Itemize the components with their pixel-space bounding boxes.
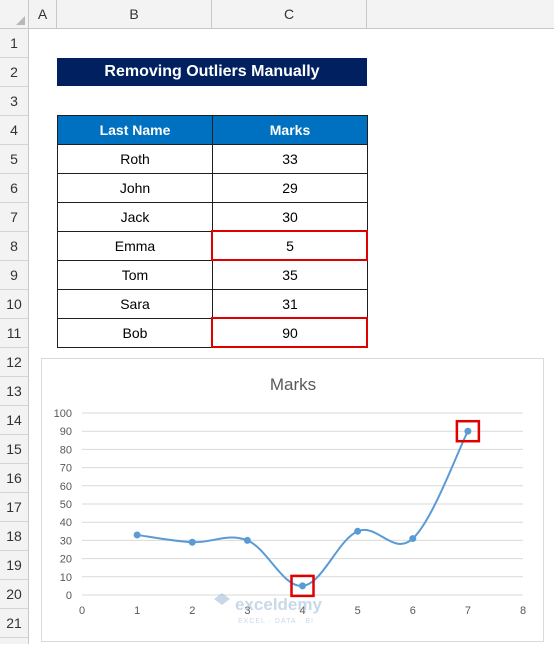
chart-svg: Marks 0 10 20 30 40 50 60 70 80 90 100 0 1 2 3 4 5 6 7 8 exce… — [54, 375, 526, 625]
cell-marks-john[interactable]: 29 — [212, 173, 368, 203]
row-header-12[interactable]: 12 — [0, 348, 28, 377]
y-tick-label-30: 30 — [60, 535, 72, 547]
row-header-17[interactable]: 17 — [0, 493, 28, 522]
cell-name-sara[interactable]: Sara — [57, 289, 213, 319]
data-point-7 — [464, 427, 472, 435]
column-header-a[interactable]: A — [29, 0, 57, 28]
cell-marks-jack[interactable]: 30 — [212, 202, 368, 232]
row-header-10[interactable]: 10 — [0, 290, 28, 319]
y-tick-label-50: 50 — [60, 499, 72, 511]
row-header-15[interactable]: 15 — [0, 435, 28, 464]
column-header-c[interactable]: C — [212, 0, 367, 28]
outlier-marker-7 — [455, 419, 481, 443]
row-header-5[interactable]: 5 — [0, 145, 28, 174]
x-tick-label-5: 5 — [355, 605, 361, 617]
marks-line-chart[interactable]: Marks 0 10 20 30 40 50 60 70 80 90 100 0 1 2 3 4 5 6 7 8 exce… — [41, 358, 544, 642]
outlier-highlight-bob — [211, 317, 368, 348]
row-header-20[interactable]: 20 — [0, 580, 28, 609]
table-header-last-name[interactable]: Last Name — [57, 115, 213, 145]
x-tick-label-4: 4 — [299, 605, 305, 617]
x-tick-label-0: 0 — [79, 605, 85, 617]
watermark-tagline: EXCEL · DATA · BI — [238, 618, 314, 625]
row-header-strip — [0, 29, 29, 644]
select-all-corner[interactable] — [0, 0, 29, 28]
y-tick-label-10: 10 — [60, 572, 72, 584]
cell-marks-roth[interactable]: 33 — [212, 144, 368, 174]
y-tick-label-60: 60 — [60, 481, 72, 493]
y-tick-label-40: 40 — [60, 517, 72, 529]
x-tick-label-2: 2 — [189, 605, 195, 617]
y-tick-label-90: 90 — [60, 426, 72, 438]
y-tick-label-70: 70 — [60, 463, 72, 475]
cell-name-jack[interactable]: Jack — [57, 202, 213, 232]
row-header-16[interactable]: 16 — [0, 464, 28, 493]
data-point-2 — [188, 538, 196, 546]
y-tick-label-80: 80 — [60, 444, 72, 456]
y-tick-label-20: 20 — [60, 554, 72, 566]
y-tick-label-100: 100 — [54, 408, 72, 420]
series-line — [136, 430, 469, 587]
table-header-marks[interactable]: Marks — [212, 115, 368, 145]
row-header-3[interactable]: 3 — [0, 87, 28, 116]
cell-name-emma[interactable]: Emma — [57, 231, 213, 261]
column-header-b[interactable]: B — [57, 0, 212, 28]
cell-name-john[interactable]: John — [57, 173, 213, 203]
row-header-1[interactable]: 1 — [0, 29, 28, 58]
watermark-brand: exceldemy — [235, 595, 322, 614]
cell-name-tom[interactable]: Tom — [57, 260, 213, 290]
cell-name-bob[interactable]: Bob — [57, 318, 213, 348]
watermark-logo-icon — [214, 593, 230, 605]
chart-title: Marks — [270, 375, 316, 394]
x-tick-label-8: 8 — [520, 605, 526, 617]
data-point-6 — [409, 535, 417, 543]
row-header-18[interactable]: 18 — [0, 522, 28, 551]
row-header-14[interactable]: 14 — [0, 406, 28, 435]
cell-marks-sara[interactable]: 31 — [212, 289, 368, 319]
row-header-13[interactable]: 13 — [0, 377, 28, 406]
exceldemy-watermark: exceldemy EXCEL · DATA · BI — [214, 593, 322, 625]
row-header-2[interactable]: 2 — [0, 58, 28, 87]
x-tick-label-6: 6 — [410, 605, 416, 617]
sheet-title[interactable]: Removing Outliers Manually — [57, 58, 367, 86]
y-tick-label-0: 0 — [66, 590, 72, 602]
row-header-8[interactable]: 8 — [0, 232, 28, 261]
cell-name-roth[interactable]: Roth — [57, 144, 213, 174]
row-header-4[interactable]: 4 — [0, 116, 28, 145]
x-tick-label-7: 7 — [465, 605, 471, 617]
x-tick-label-1: 1 — [134, 605, 140, 617]
data-point-5 — [354, 527, 362, 535]
data-point-3 — [243, 536, 251, 544]
row-header-7[interactable]: 7 — [0, 203, 28, 232]
x-tick-label-3: 3 — [244, 605, 250, 617]
row-header-11[interactable]: 11 — [0, 319, 28, 348]
outlier-marker-4 — [290, 574, 315, 598]
column-header-bar: A B C — [0, 0, 554, 29]
data-point-4 — [299, 582, 306, 590]
row-header-19[interactable]: 19 — [0, 551, 28, 580]
cell-marks-tom[interactable]: 35 — [212, 260, 368, 290]
row-header-6[interactable]: 6 — [0, 174, 28, 203]
data-point-1 — [133, 531, 141, 539]
row-header-21[interactable]: 21 — [0, 609, 28, 638]
outlier-highlight-emma — [211, 230, 368, 261]
row-header-9[interactable]: 9 — [0, 261, 28, 290]
